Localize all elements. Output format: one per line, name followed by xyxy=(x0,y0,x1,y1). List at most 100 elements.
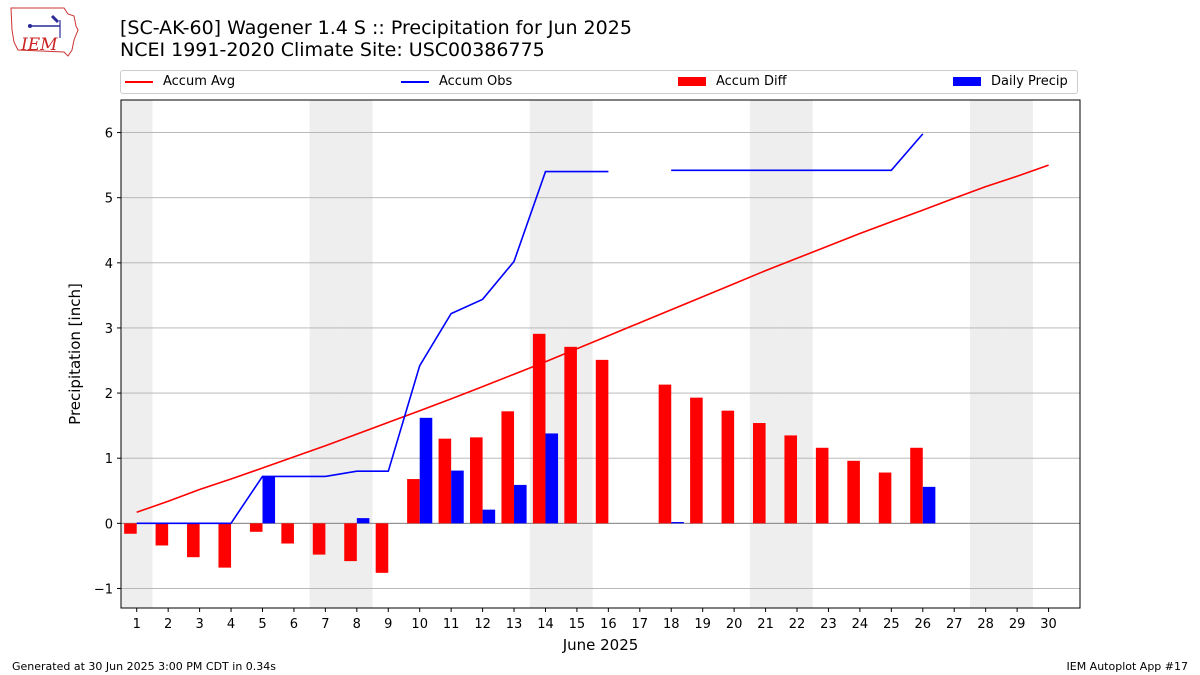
y-tick-label: 4 xyxy=(105,257,113,272)
legend-label-accum-diff: Accum Diff xyxy=(716,74,787,89)
x-tick-label: 20 xyxy=(726,617,743,632)
x-tick-label: 28 xyxy=(977,617,994,632)
legend-item-daily-precip: Daily Precip xyxy=(953,74,1068,90)
legend-item-accum-avg: Accum Avg xyxy=(125,74,235,90)
y-tick-label: 2 xyxy=(105,387,113,402)
x-tick-label: 13 xyxy=(506,617,523,632)
accum-diff-bar xyxy=(218,523,232,568)
daily-precip-bar xyxy=(922,486,936,524)
accum-diff-bar xyxy=(564,346,577,524)
weekend-shade xyxy=(309,100,342,608)
accum-diff-bar xyxy=(407,479,420,524)
x-tick-label: 12 xyxy=(474,617,491,632)
svg-text:IEM: IEM xyxy=(20,35,58,55)
legend-swatch-accum-obs xyxy=(401,80,429,83)
legend-swatch-accum-avg xyxy=(125,80,153,83)
plot-frame xyxy=(120,99,1081,609)
x-tick-label: 18 xyxy=(663,617,680,632)
x-tick-label: 3 xyxy=(195,617,203,632)
x-tick-label: 29 xyxy=(1009,617,1026,632)
x-tick-label: 26 xyxy=(915,617,932,632)
daily-precip-bar xyxy=(262,476,276,524)
accum-diff-bar xyxy=(595,359,609,524)
y-axis-label: Precipitation [inch] xyxy=(66,283,84,425)
weekend-shade xyxy=(121,100,153,608)
accum-obs-line xyxy=(671,133,924,172)
accum-diff-bar xyxy=(721,410,735,524)
y-tick-label: 0 xyxy=(105,517,113,532)
accum-diff-bar xyxy=(312,523,326,555)
daily-precip-bar xyxy=(514,484,527,524)
accum-diff-bar xyxy=(249,523,263,532)
x-tick-label: 7 xyxy=(321,617,329,632)
legend-label-accum-avg: Accum Avg xyxy=(163,74,236,89)
x-tick-label: 21 xyxy=(757,617,774,632)
x-tick-label: 22 xyxy=(789,617,806,632)
x-tick-label: 9 xyxy=(384,617,392,632)
accum-obs-line xyxy=(136,170,609,525)
x-tick-label: 15 xyxy=(569,617,586,632)
daily-precip-bar xyxy=(545,433,559,524)
footer-generated: Generated at 30 Jun 2025 3:00 PM CDT in … xyxy=(12,660,277,673)
accum-diff-bar xyxy=(752,423,766,524)
y-tick-label: 3 xyxy=(105,322,113,337)
accum-diff-bar xyxy=(501,411,515,524)
x-tick-label: 6 xyxy=(290,617,298,632)
accum-diff-bar xyxy=(690,397,703,524)
accum-diff-bar xyxy=(281,523,294,544)
daily-precip-bar xyxy=(671,522,684,524)
daily-precip-bar xyxy=(451,470,464,524)
weekend-shade xyxy=(341,100,373,608)
accum-diff-bar xyxy=(878,472,892,524)
accum-diff-bar xyxy=(847,460,860,524)
accum-diff-bar xyxy=(470,437,483,524)
y-tick-label: 1 xyxy=(105,452,113,467)
daily-precip-bar xyxy=(419,417,433,524)
legend-item-accum-obs: Accum Obs xyxy=(401,74,512,90)
daily-precip-bar xyxy=(356,518,370,524)
weekend-shade xyxy=(529,100,562,608)
accum-diff-bar xyxy=(438,438,452,524)
x-tick-label: 5 xyxy=(258,617,266,632)
x-tick-label: 24 xyxy=(852,617,869,632)
weekend-shade xyxy=(781,100,813,608)
accum-diff-bar xyxy=(532,333,546,524)
accum-diff-bar xyxy=(155,523,169,546)
x-tick-label: 2 xyxy=(164,617,172,632)
x-tick-label: 8 xyxy=(353,617,361,632)
accum-diff-bar xyxy=(187,523,200,558)
weekend-shade xyxy=(969,100,1002,608)
legend-item-accum-diff: Accum Diff xyxy=(678,74,787,90)
x-tick-label: 23 xyxy=(820,617,837,632)
weekend-shade xyxy=(749,100,782,608)
x-tick-label: 19 xyxy=(694,617,711,632)
accum-diff-bar xyxy=(815,447,829,524)
weekend-shade xyxy=(1001,100,1033,608)
y-tick-label: −1 xyxy=(94,582,113,597)
x-tick-label: 16 xyxy=(600,617,617,632)
accum-diff-bar xyxy=(344,523,357,562)
footer-app-id: IEM Autoplot App #17 xyxy=(1066,660,1189,673)
y-tick-label: 5 xyxy=(105,192,113,207)
chart-title: [SC-AK-60] Wagener 1.4 S :: Precipitatio… xyxy=(120,17,632,39)
weekend-shade xyxy=(561,100,593,608)
legend-label-accum-obs: Accum Obs xyxy=(439,74,513,89)
x-axis-label: June 2025 xyxy=(562,636,639,654)
x-tick-label: 17 xyxy=(632,617,649,632)
legend: Accum Avg Accum Obs Accum Diff Daily Pre… xyxy=(120,70,1078,94)
accum-diff-bar xyxy=(375,523,389,573)
x-tick-label: 14 xyxy=(537,617,554,632)
x-tick-label: 10 xyxy=(411,617,428,632)
x-tick-label: 25 xyxy=(883,617,900,632)
iem-logo: IEM xyxy=(10,7,79,57)
accum-diff-bar xyxy=(910,447,923,524)
legend-swatch-accum-diff xyxy=(678,77,706,86)
x-tick-label: 30 xyxy=(1040,617,1057,632)
legend-label-daily-precip: Daily Precip xyxy=(991,74,1068,89)
legend-swatch-daily-precip xyxy=(953,77,981,86)
x-tick-label: 4 xyxy=(227,617,235,632)
x-tick-label: 11 xyxy=(443,617,460,632)
accum-diff-bar xyxy=(784,435,798,524)
accum-diff-bar xyxy=(124,523,137,534)
